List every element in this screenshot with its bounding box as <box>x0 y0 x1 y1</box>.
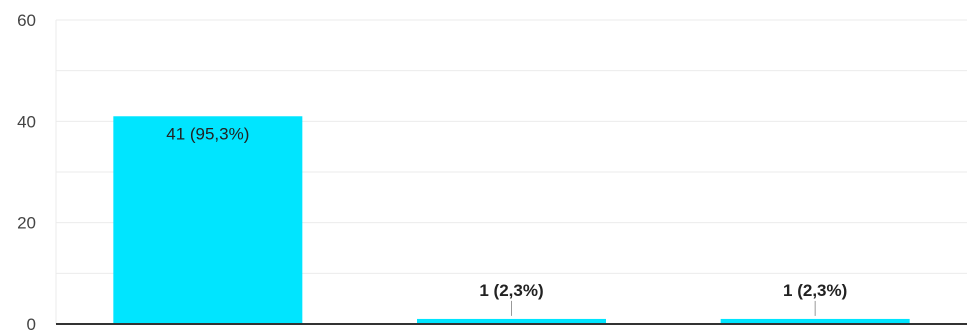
bars <box>113 116 910 325</box>
y-tick-label: 40 <box>17 112 36 131</box>
bar <box>720 318 910 324</box>
data-labels: 41 (95,3%) 1 (2,3%) 1 (2,3%) <box>166 124 847 316</box>
y-axis: 0 20 40 60 <box>17 11 36 331</box>
bar-data-label: 1 (2,3%) <box>479 281 543 300</box>
bar <box>113 116 303 325</box>
y-tick-label: 20 <box>17 214 36 233</box>
bar <box>417 318 606 324</box>
y-tick-label: 60 <box>17 11 36 30</box>
bar-data-label: 41 (95,3%) <box>166 124 249 143</box>
y-tick-label: 0 <box>27 315 36 331</box>
bar-data-label: 1 (2,3%) <box>783 281 847 300</box>
